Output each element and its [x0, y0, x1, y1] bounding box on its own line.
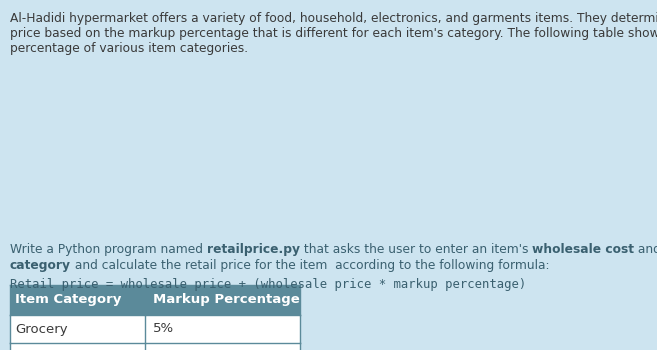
Bar — [10, 285, 300, 315]
Text: and calculate the retail price for the item  according to the following formula:: and calculate the retail price for the i… — [71, 259, 549, 272]
Text: Item Category: Item Category — [15, 294, 122, 307]
Text: Retail price = wholesale price + (wholesale price * markup percentage): Retail price = wholesale price + (wholes… — [10, 278, 526, 291]
Bar — [10, 343, 300, 350]
Text: Grocery: Grocery — [15, 322, 68, 336]
Text: Al-Hadidi hypermarket offers a variety of food, household, electronics, and garm: Al-Hadidi hypermarket offers a variety o… — [10, 12, 657, 25]
Text: category: category — [10, 259, 71, 272]
Text: retailprice.py: retailprice.py — [207, 243, 300, 256]
Text: price based on the markup percentage that is different for each item's category.: price based on the markup percentage tha… — [10, 27, 657, 40]
Text: 5%: 5% — [153, 322, 174, 336]
Text: wholesale cost: wholesale cost — [532, 243, 634, 256]
Text: and: and — [634, 243, 657, 256]
Text: percentage of various item categories.: percentage of various item categories. — [10, 42, 248, 55]
Text: that asks the user to enter an item's: that asks the user to enter an item's — [300, 243, 532, 256]
Text: Markup Percentage: Markup Percentage — [153, 294, 300, 307]
Text: Write a Python program named: Write a Python program named — [10, 243, 207, 256]
Bar — [10, 315, 300, 343]
